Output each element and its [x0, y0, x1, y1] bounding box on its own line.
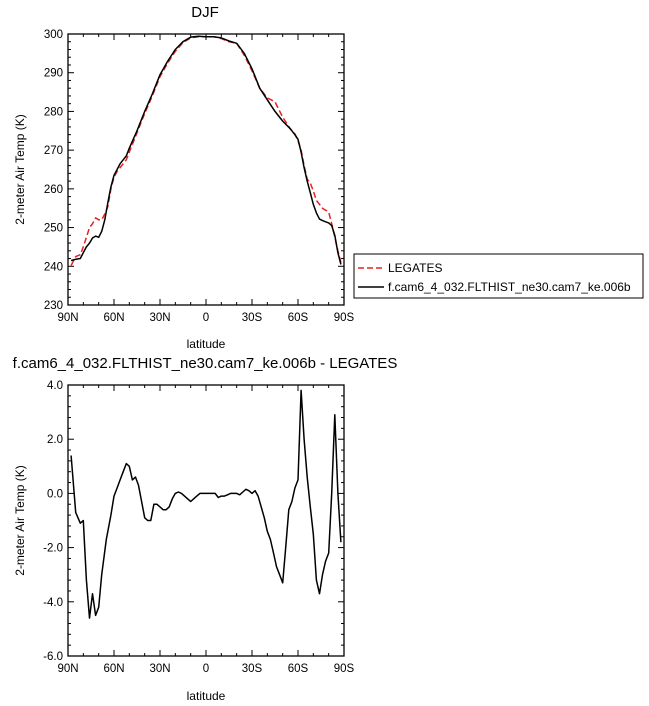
legend: LEGATES f.cam6_4_032.FLTHIST_ne30.cam7_k… — [353, 253, 644, 299]
top-chart-title: DJF — [191, 4, 219, 21]
bottom-series-line-0 — [70, 389, 342, 619]
bottom-y-tick-label: -6.0 — [43, 651, 63, 663]
top-y-tick-label: 270 — [44, 145, 63, 157]
bottom-x-tick-label: 0 — [203, 663, 209, 675]
bottom-x-tick-label: 60S — [288, 663, 309, 675]
top-x-tick-label: 90S — [334, 312, 355, 324]
top-plot-frame — [67, 33, 345, 306]
legend-label-model: f.cam6_4_032.FLTHIST_ne30.cam7_ke.006b — [388, 280, 631, 294]
top-series-group — [70, 35, 342, 266]
top-y-tick-label: 260 — [44, 184, 63, 196]
bottom-y-tick-label: 2.0 — [47, 434, 63, 446]
bottom-y-tick-label: -4.0 — [43, 597, 63, 609]
top-y-axis-label: 2-meter Air Temp (K) — [13, 114, 27, 224]
top-x-tick-label: 60S — [288, 312, 309, 324]
top-y-tick-label: 300 — [44, 29, 63, 41]
bottom-x-axis-label: latitude — [187, 689, 226, 703]
bottom-x-tick-label: 60N — [103, 663, 124, 675]
bottom-y-axis-label: 2-meter Air Temp (K) — [13, 465, 27, 575]
bottom-x-tick-label: 90N — [57, 663, 78, 675]
top-x-tick-label: 60N — [103, 312, 124, 324]
top-y-tick-label: 250 — [44, 223, 63, 235]
top-y-tick-label: 240 — [44, 261, 63, 273]
top-y-tick-label: 280 — [44, 106, 63, 118]
top-x-tick-label: 0 — [203, 312, 209, 324]
top-x-tick-label: 90N — [57, 312, 78, 324]
bottom-x-tick-label: 30S — [242, 663, 263, 675]
bottom-axis-ticks: 90N 60N 30N 0 30S 60S 90S -6.0 -4.0 -2.0 0.0 2.0 4.0 — [43, 380, 354, 675]
top-panel: DJF 90N 60N 30N 0 30S 60S 90S 230 240 250 260 270 28… — [13, 4, 355, 351]
bottom-x-tick-label: 30N — [149, 663, 170, 675]
top-y-tick-label: 230 — [44, 300, 63, 312]
bottom-panel: f.cam6_4_032.FLTHIST_ne30.cam7_ke.006b -… — [13, 355, 398, 703]
top-y-tick-label: 290 — [44, 68, 63, 80]
top-x-axis-label: latitude — [187, 337, 226, 351]
bottom-y-tick-label: 0.0 — [47, 488, 63, 500]
top-x-tick-label: 30N — [149, 312, 170, 324]
bottom-y-tick-label: -2.0 — [43, 543, 63, 555]
top-x-tick-label: 30S — [242, 312, 263, 324]
top-axis-ticks: 90N 60N 30N 0 30S 60S 90S 230 240 250 260 270 280 290… — [44, 29, 355, 324]
legend-box — [353, 253, 644, 299]
bottom-y-tick-label: 4.0 — [47, 380, 63, 392]
top-series-line-1 — [70, 35, 342, 265]
legend-label-legates: LEGATES — [388, 261, 442, 275]
bottom-x-tick-label: 90S — [334, 663, 355, 675]
bottom-series-group — [70, 389, 342, 619]
bottom-chart-title: f.cam6_4_032.FLTHIST_ne30.cam7_ke.006b -… — [13, 355, 398, 372]
